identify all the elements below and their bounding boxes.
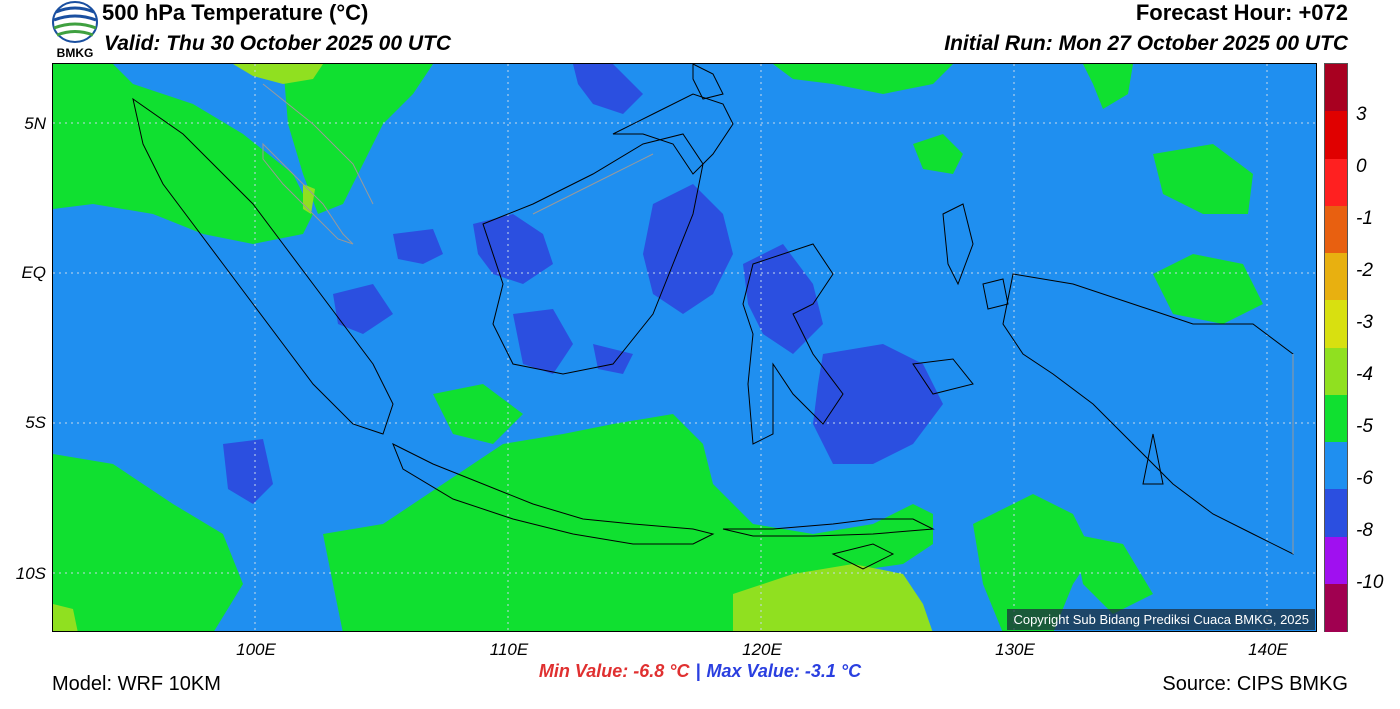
lat-label-5n: 5N: [24, 114, 46, 133]
colorbar-segment: [1325, 394, 1347, 443]
model-label: Model: WRF 10KM: [52, 673, 221, 695]
colorbar-segment: [1325, 442, 1347, 490]
lat-label-10s: 10S: [15, 564, 46, 583]
colorbar-segment: [1325, 536, 1347, 585]
lon-label-120e: 120E: [742, 640, 782, 659]
min-max-values: Min Value: -6.8 °C | Max Value: -3.1 °C: [0, 661, 1400, 682]
lon-label-140e: 140E: [1248, 640, 1288, 659]
borders: [262, 83, 1294, 554]
colorbar-segment: [1325, 300, 1347, 348]
colorbar-segment: [1325, 158, 1347, 207]
min-value: Min Value: -6.8 °C: [538, 661, 690, 681]
colorbar-segment: [1325, 111, 1347, 159]
valid-time: Valid: Thu 30 October 2025 00 UTC: [104, 32, 451, 55]
source-label: Source: CIPS BMKG: [1162, 673, 1348, 695]
colorbar-label: 0: [1356, 156, 1367, 177]
colorbar-label: -8: [1356, 520, 1373, 541]
coastlines: [132, 64, 1294, 570]
colorbar-label: -6: [1356, 468, 1373, 489]
colorbar-label: -1: [1356, 208, 1373, 229]
warmer-regions: [53, 64, 933, 631]
lon-label-100e: 100E: [236, 640, 276, 659]
lat-label-5s: 5S: [25, 413, 46, 432]
colorbar-label: 3: [1356, 104, 1367, 125]
logo-text: BMKG: [56, 46, 94, 60]
forecast-hour: Forecast Hour: +072: [1135, 0, 1348, 25]
colorbar-label: -3: [1356, 312, 1373, 333]
lon-label-130e: 130E: [995, 640, 1035, 659]
temperature-map: Copyright Sub Bidang Prediksi Cuaca BMKG…: [52, 63, 1317, 632]
lat-label-eq: EQ: [21, 263, 46, 282]
colorbar-segment: [1325, 205, 1347, 254]
colorbar-label: -10: [1356, 572, 1384, 593]
colorbar-segment: [1325, 583, 1347, 632]
colorbar-segment: [1325, 347, 1347, 396]
colorbar-segment: [1325, 489, 1347, 537]
lon-label-110e: 110E: [489, 640, 529, 659]
colorbar-label: -2: [1356, 260, 1373, 281]
colorbar-segment: [1325, 253, 1347, 301]
initial-run: Initial Run: Mon 27 October 2025 00 UTC: [944, 32, 1348, 55]
bmkg-logo: BMKG: [50, 0, 100, 62]
graticule: [53, 64, 1316, 631]
separator: |: [695, 661, 701, 681]
cold-regions: [223, 64, 943, 504]
max-value: Max Value: -3.1 °C: [706, 661, 862, 681]
colorbar-label: -4: [1356, 364, 1373, 385]
colorbar-label: -5: [1356, 416, 1373, 437]
colorbar-segment: [1325, 64, 1347, 112]
copyright-note: Copyright Sub Bidang Prediksi Cuaca BMKG…: [1007, 609, 1315, 630]
chart-title: 500 hPa Temperature (°C): [102, 0, 369, 25]
colorbar: [1324, 63, 1348, 632]
warm-regions: [53, 64, 1263, 631]
